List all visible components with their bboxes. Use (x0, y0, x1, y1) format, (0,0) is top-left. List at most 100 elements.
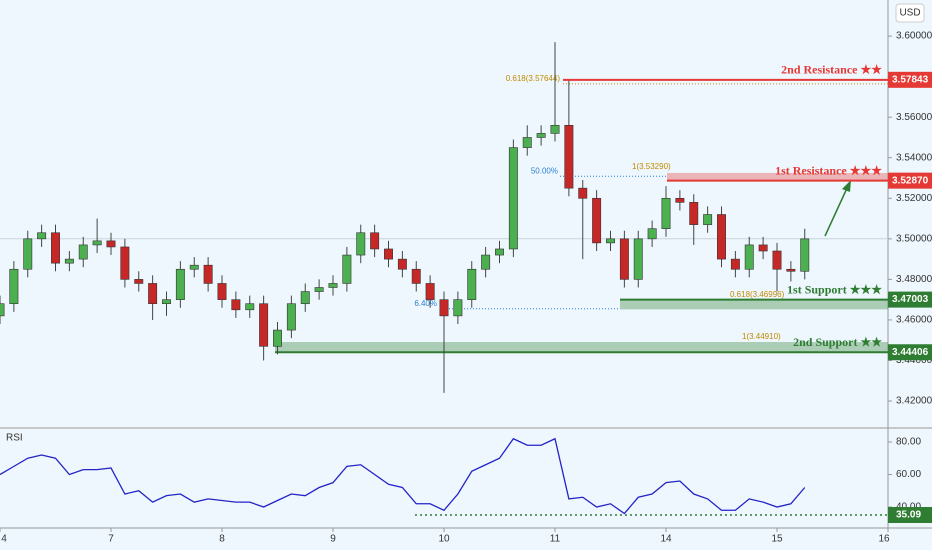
candle-body (175, 268, 185, 300)
fib-label: 1(3.53290) (632, 162, 671, 171)
candle-body (51, 232, 60, 264)
candle-body (397, 258, 407, 270)
currency: USD (899, 8, 920, 19)
level-name: 2nd Resistance ★★ (781, 63, 882, 77)
candle-body (564, 124, 574, 189)
rsi-level-label: 35.09 (896, 510, 921, 521)
candle-body (703, 214, 713, 225)
rsi-tick-label: 60.00 (896, 469, 921, 480)
rsi-line (0, 437, 806, 515)
candle-body (717, 214, 726, 260)
candle-body (300, 291, 310, 305)
candle-body (633, 238, 643, 280)
x-tick-label: 15 (771, 534, 783, 545)
candle-body (245, 303, 255, 311)
candle-body (37, 232, 47, 240)
currency-box (895, 3, 925, 23)
candle-body (619, 238, 629, 280)
price-box-label: 3.47003 (892, 294, 929, 305)
candle-body (425, 283, 435, 300)
y-tick-label: 3.44000 (896, 355, 932, 366)
x-tick-label: 8 (219, 534, 225, 545)
price-box (888, 291, 932, 308)
rsi-tick-label: 80.00 (896, 437, 921, 448)
candle-body (286, 303, 296, 331)
candle-body (647, 228, 657, 240)
x-tick-label: 7 (108, 534, 114, 545)
price-box (888, 71, 932, 88)
candle-body (203, 264, 213, 284)
fib-label: 1(3.44910) (742, 332, 781, 341)
level-zone (275, 342, 888, 353)
fib-label: 50.00% (531, 166, 558, 175)
x-tick-label: 16 (878, 534, 890, 545)
x-tick-label: 10 (438, 534, 450, 545)
candle-body (384, 248, 393, 260)
rsi-level-box (888, 507, 932, 524)
candle-body (314, 287, 324, 292)
fib-label: 6.40% (414, 299, 437, 308)
candle-body (495, 248, 504, 256)
x-tick-label: 11 (550, 534, 561, 545)
rsi-title: RSI (6, 433, 23, 444)
candle-body (356, 232, 366, 256)
candle-body (23, 238, 33, 270)
candle-body (550, 124, 560, 134)
candle-body (120, 246, 130, 280)
candle-body (370, 232, 380, 250)
candle-body (689, 202, 699, 225)
candle-body (106, 240, 116, 248)
price-box (888, 172, 932, 189)
x-tick-label: 4 (1, 534, 7, 545)
price-box-label: 3.52870 (892, 175, 929, 186)
candle-body (592, 197, 602, 244)
y-tick-label: 3.54000 (896, 152, 932, 163)
candle-body (134, 279, 144, 284)
candle-body (259, 303, 269, 347)
fib-label: 0.618(3.46996) (730, 290, 785, 299)
level-name: 1st Support ★★★ (787, 282, 882, 296)
candle-body (758, 244, 768, 252)
candle-body (189, 264, 199, 270)
candle-body (148, 283, 158, 305)
y-tick-label: 3.42000 (896, 396, 932, 407)
fib-label: 0.618(3.57644) (506, 74, 561, 83)
arrow-head (842, 180, 851, 192)
candle-body (217, 283, 227, 300)
candle-body (772, 250, 782, 270)
candle-body (578, 187, 588, 199)
level-name: 1st Resistance ★★★ (775, 163, 882, 177)
candle-body (328, 283, 338, 288)
candle-body (661, 197, 671, 229)
y-tick-label: 3.48000 (896, 274, 932, 285)
x-tick-label: 9 (330, 534, 336, 545)
y-tick-label: 3.50000 (896, 233, 932, 244)
candle-body (411, 268, 421, 284)
candle-body (730, 258, 740, 270)
candle-body (522, 137, 532, 148)
price-box-label: 3.44406 (892, 347, 929, 358)
candle-body (92, 240, 102, 246)
arrow (824, 185, 849, 237)
candle-body (0, 303, 5, 317)
candle-body (800, 238, 810, 272)
candle-body (231, 299, 241, 311)
candle-body (786, 268, 796, 272)
candle-body (675, 197, 685, 203)
candle-body (273, 329, 282, 347)
candle-body (162, 299, 171, 305)
candle-body (467, 268, 477, 300)
level-zone (620, 299, 888, 310)
candle-body (453, 299, 463, 317)
y-tick-label: 3.56000 (896, 112, 932, 123)
price-box-label: 3.57843 (892, 74, 929, 85)
candle-body (78, 244, 88, 260)
price-box (888, 344, 932, 361)
candle-body (744, 244, 754, 270)
x-tick-label: 14 (660, 534, 672, 545)
y-tick-label: 3.52000 (896, 193, 932, 204)
candle-body (508, 147, 518, 250)
candle-body (536, 133, 546, 138)
